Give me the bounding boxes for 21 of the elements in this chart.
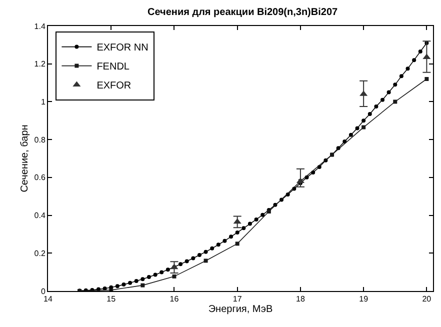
y-tick-label: 0.2: [34, 248, 46, 258]
legend-label: EXFOR NN: [96, 42, 148, 54]
x-tick-label: 15: [106, 294, 116, 304]
x-tick-label: 16: [170, 294, 180, 304]
chart-title: Сечения для реакции Bi209(n,3n)Bi207: [148, 7, 338, 18]
y-axis-title: Сечение, барн: [19, 124, 30, 192]
y-tick-label: 0.8: [34, 135, 46, 144]
x-tick-label: 20: [422, 294, 432, 304]
y-tick-label: 1.4: [34, 22, 46, 31]
y-tick-label: 0: [40, 286, 46, 296]
x-tick-label: 17: [232, 294, 242, 304]
y-tick-label: 0.4: [34, 211, 46, 220]
x-tick-label: 19: [359, 294, 369, 304]
y-tick-label: 0.6: [34, 173, 46, 182]
x-tick-label: 18: [296, 294, 306, 304]
y-tick-label: 1.2: [34, 60, 46, 69]
legend-label: FENDL: [96, 62, 130, 73]
x-axis-title: Энергия, МэВ: [208, 304, 273, 316]
x-tick-label: 14: [44, 294, 53, 304]
legend-label: EXFOR: [96, 80, 132, 92]
y-tick-label: 1: [40, 98, 46, 107]
